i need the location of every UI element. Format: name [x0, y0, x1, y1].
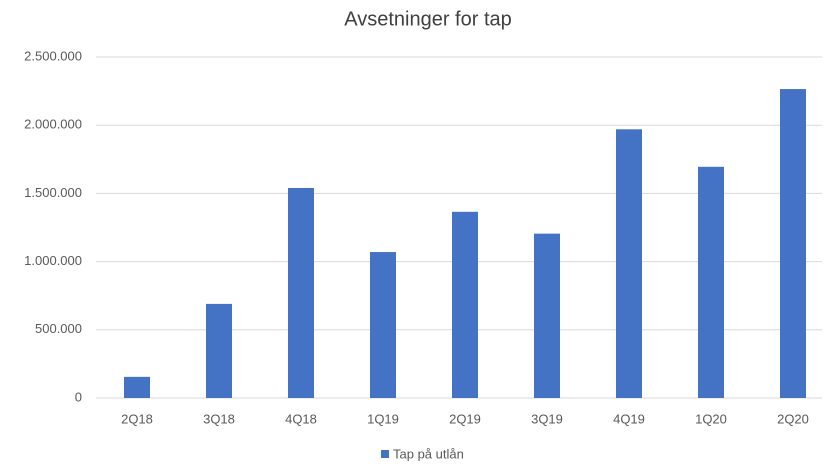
bar	[288, 187, 314, 398]
chart-title: Avsetninger for tap	[344, 8, 512, 30]
x-tick-label: 1Q19	[367, 411, 399, 426]
x-tick-label: 2Q18	[121, 411, 153, 426]
legend-label: Tap på utlån	[393, 446, 464, 461]
bar	[534, 233, 560, 398]
y-tick-label: 500.000	[35, 321, 82, 336]
bar	[698, 166, 724, 398]
bar	[616, 129, 642, 399]
y-tick-label: 0	[75, 389, 82, 404]
x-tick-label: 4Q18	[285, 411, 317, 426]
y-tick-label: 1.500.000	[24, 185, 82, 200]
bar	[370, 252, 396, 398]
x-tick-label: 2Q20	[777, 411, 809, 426]
bar	[452, 211, 478, 398]
bar	[780, 89, 806, 398]
y-tick-label: 2.500.000	[24, 48, 82, 63]
bar	[124, 376, 150, 398]
x-tick-label: 2Q19	[449, 411, 481, 426]
x-tick-label: 4Q19	[613, 411, 645, 426]
legend-swatch	[381, 450, 389, 458]
x-tick-label: 3Q19	[531, 411, 563, 426]
y-tick-label: 2.000.000	[24, 117, 82, 132]
x-tick-label: 3Q18	[203, 411, 235, 426]
bar	[206, 303, 232, 398]
x-tick-label: 1Q20	[695, 411, 727, 426]
y-tick-label: 1.000.000	[24, 253, 82, 268]
